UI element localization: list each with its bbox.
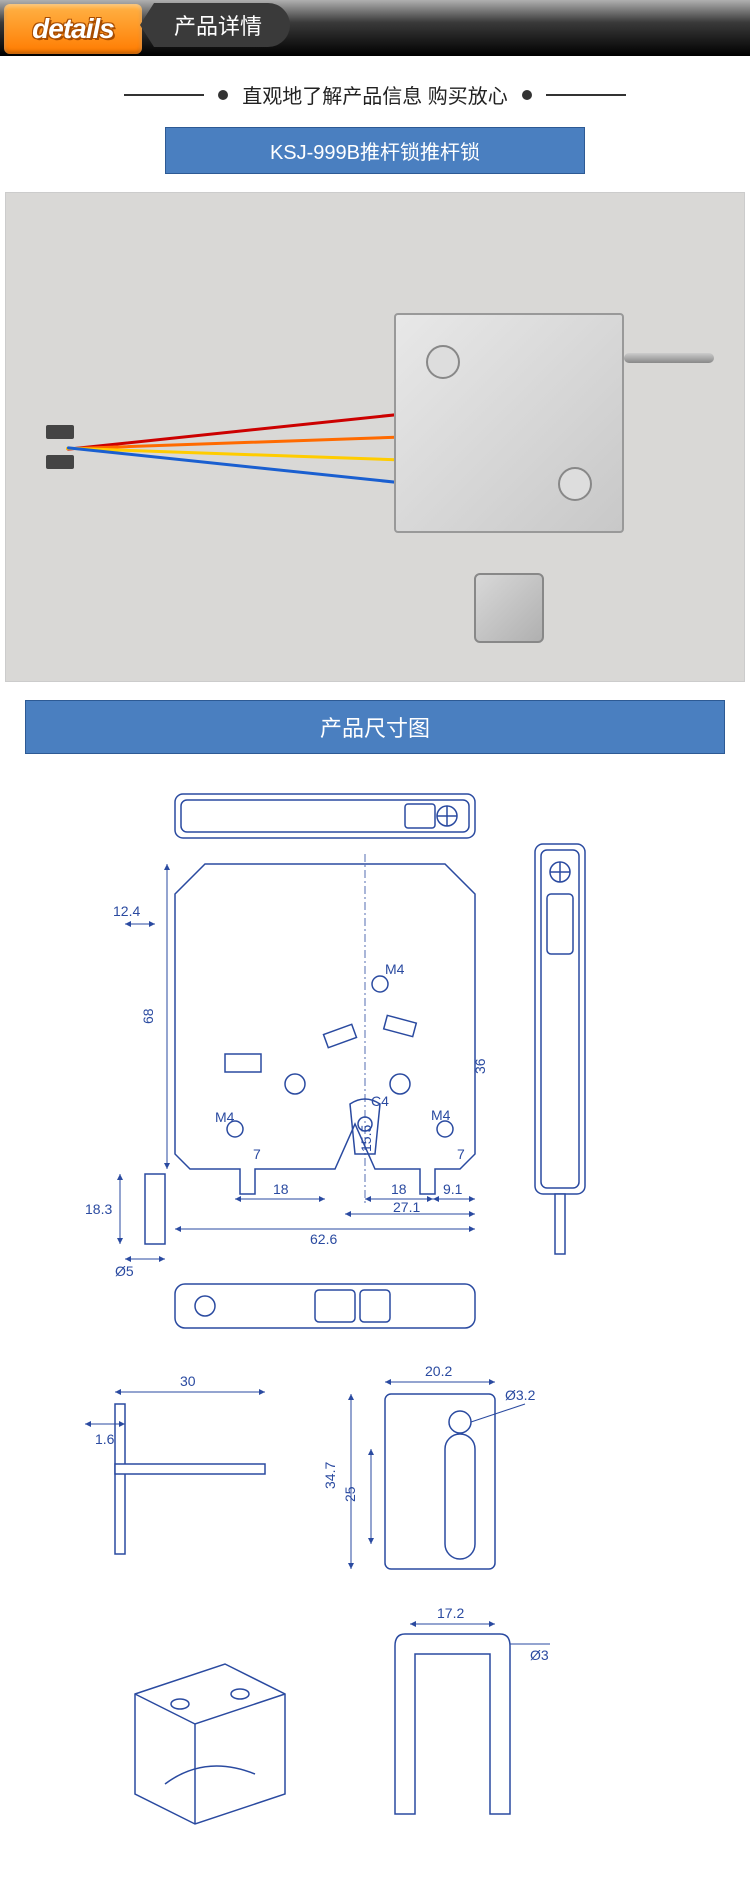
- dim-d5: Ø5: [115, 1263, 134, 1279]
- dim-1-6: 1.6: [95, 1431, 115, 1447]
- divider-line: [124, 94, 204, 96]
- connector-icon: [46, 425, 74, 439]
- divider-line: [546, 94, 626, 96]
- dim-m4: M4: [215, 1109, 235, 1125]
- subtitle-text: 直观地了解产品信息 购买放心: [242, 80, 508, 109]
- dim-17-2: 17.2: [437, 1605, 464, 1621]
- lock-bracket: [474, 573, 544, 643]
- lock-pin: [624, 353, 714, 363]
- header-bar: details 产品详情: [0, 0, 750, 56]
- lock-body: [394, 313, 624, 533]
- divider-dot: [522, 90, 532, 100]
- dim-m4: M4: [431, 1107, 451, 1123]
- product-photo: [5, 192, 745, 682]
- dimension-banner: 产品尺寸图: [25, 700, 725, 754]
- dim-18-3: 18.3: [85, 1201, 112, 1217]
- technical-diagram: M4 M4 M4 C4 68 12.4 18.3 Ø5 62.6: [5, 764, 745, 1894]
- subtitle-row: 直观地了解产品信息 购买放心: [0, 56, 750, 127]
- dim-34-7: 34.7: [322, 1462, 338, 1489]
- details-badge: details: [4, 4, 142, 54]
- dim-68: 68: [140, 1008, 156, 1024]
- dim-15-5: 15.5: [358, 1125, 374, 1152]
- dim-20-2: 20.2: [425, 1363, 452, 1379]
- dimension-title-text: 产品尺寸图: [320, 716, 430, 741]
- dim-7a: 7: [253, 1146, 261, 1162]
- dim-d3-2: Ø3.2: [505, 1387, 536, 1403]
- dim-d3: Ø3: [530, 1647, 549, 1663]
- header-title: 产品详情: [174, 9, 262, 41]
- dim-c4: C4: [371, 1093, 389, 1109]
- diagram-svg: M4 M4 M4 C4 68 12.4 18.3 Ø5 62.6: [25, 784, 725, 1864]
- dim-18a: 18: [273, 1181, 289, 1197]
- header-tab: 产品详情: [154, 3, 290, 47]
- details-badge-text: details: [32, 13, 114, 45]
- dim-18b: 18: [391, 1181, 407, 1197]
- connector-icon: [46, 455, 74, 469]
- dim-m4: M4: [385, 961, 405, 977]
- divider-dot: [218, 90, 228, 100]
- dim-30: 30: [180, 1373, 196, 1389]
- dim-25: 25: [342, 1486, 358, 1502]
- dim-36: 36: [472, 1058, 488, 1074]
- dim-27-1: 27.1: [393, 1199, 420, 1215]
- dim-9-1: 9.1: [443, 1181, 463, 1197]
- product-model-text: KSJ-999B推杆锁推杆锁: [270, 142, 480, 164]
- product-model-banner: KSJ-999B推杆锁推杆锁: [165, 127, 585, 174]
- dim-7b: 7: [457, 1146, 465, 1162]
- dim-62-6: 62.6: [310, 1231, 337, 1247]
- dim-12-4: 12.4: [113, 903, 140, 919]
